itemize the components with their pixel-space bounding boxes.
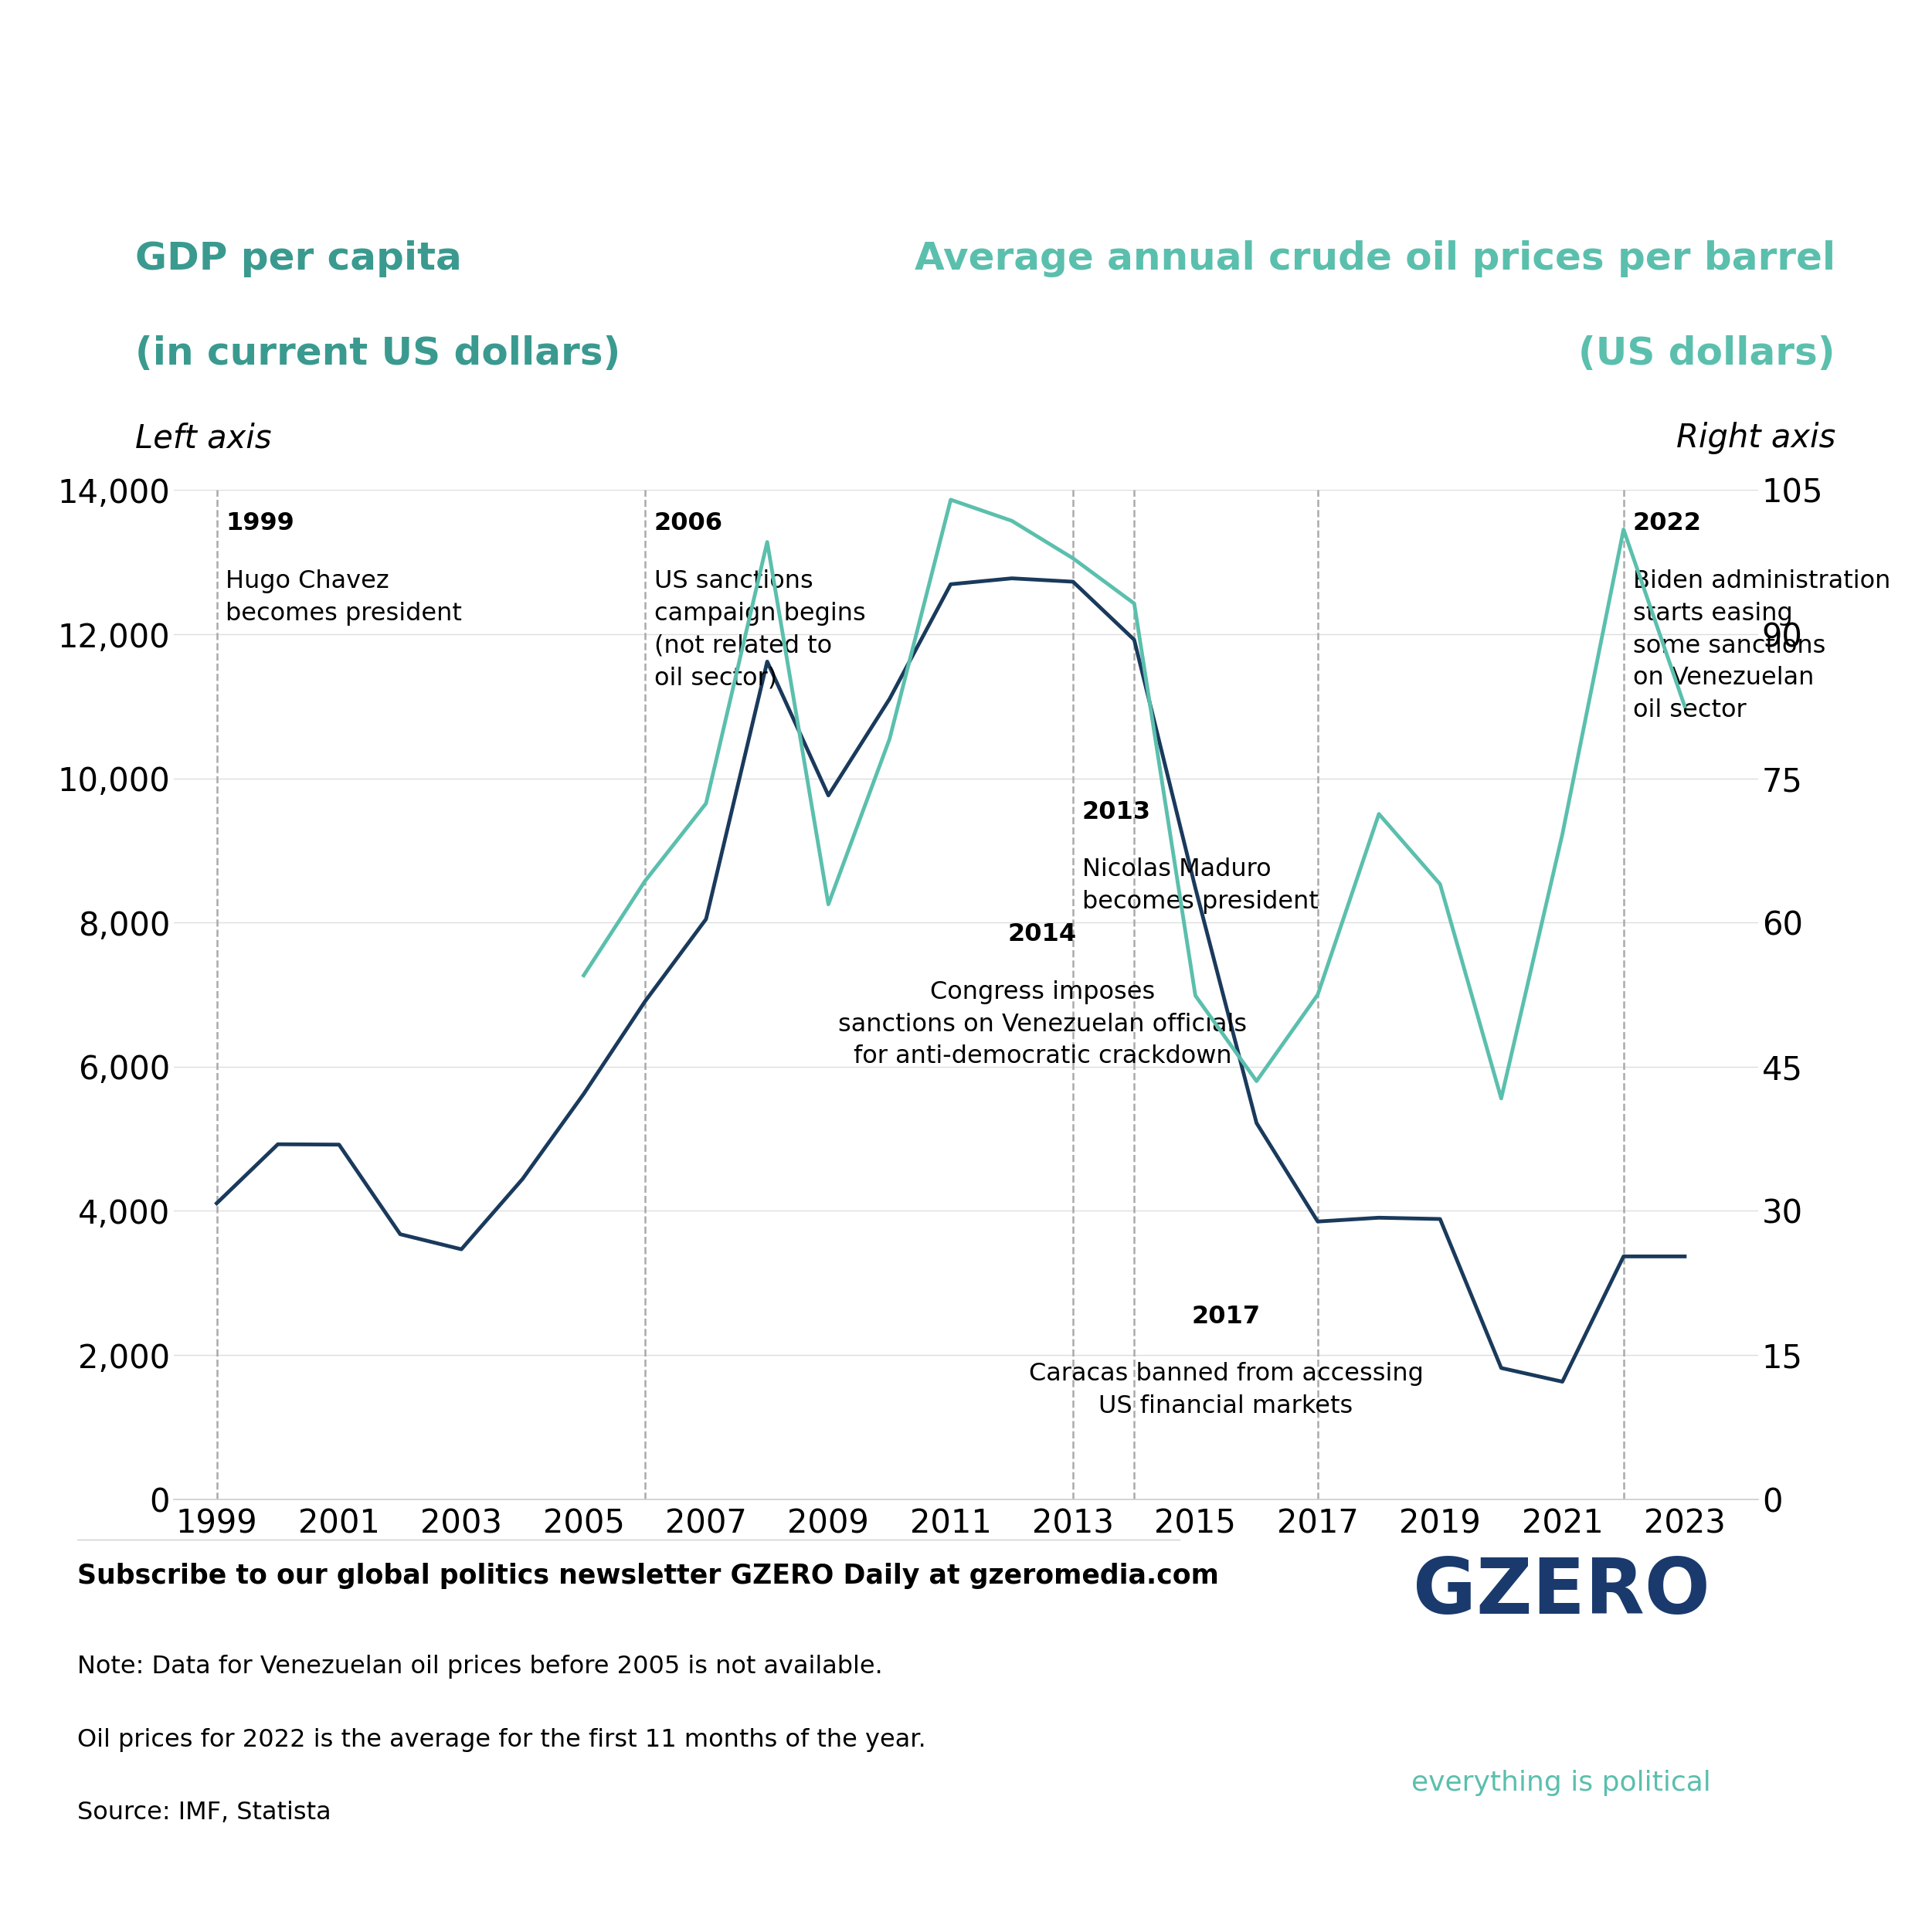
Text: GDP per capita: GDP per capita — [135, 240, 462, 277]
Text: 1999: 1999 — [226, 511, 294, 536]
Text: Caracas banned from accessing
US financial markets: Caracas banned from accessing US financi… — [1028, 1363, 1424, 1418]
Text: GZERO: GZERO — [1412, 1555, 1710, 1630]
Text: (US dollars): (US dollars) — [1578, 334, 1835, 373]
Text: Right axis: Right axis — [1677, 423, 1835, 454]
Text: Subscribe to our global politics newsletter GZERO Daily at gzeromedia.com: Subscribe to our global politics newslet… — [77, 1563, 1219, 1589]
Text: US sanctions
campaign begins
(not related to
oil sector): US sanctions campaign begins (not relate… — [655, 569, 866, 690]
Text: 2022: 2022 — [1633, 511, 1702, 536]
Text: everything is political: everything is political — [1412, 1770, 1712, 1797]
Text: Average annual crude oil prices per barrel: Average annual crude oil prices per barr… — [914, 240, 1835, 277]
Text: Biden administration
starts easing
some sanctions
on Venezuelan
oil sector: Biden administration starts easing some … — [1633, 569, 1889, 723]
Text: Note: Data for Venezuelan oil prices before 2005 is not available.: Note: Data for Venezuelan oil prices bef… — [77, 1655, 883, 1678]
Text: Oil prices for 2022 is the average for the first 11 months of the year.: Oil prices for 2022 is the average for t… — [77, 1728, 925, 1751]
Text: 2013: 2013 — [1082, 800, 1151, 825]
Text: Nicolas Maduro
becomes president: Nicolas Maduro becomes president — [1082, 857, 1318, 915]
Text: Economic turmoil in Venezuela: Economic turmoil in Venezuela — [73, 71, 1559, 156]
Text: Left axis: Left axis — [135, 423, 272, 454]
Text: Source: IMF, Statista: Source: IMF, Statista — [77, 1801, 330, 1824]
Text: Hugo Chavez
becomes president: Hugo Chavez becomes president — [226, 569, 462, 627]
Text: (in current US dollars): (in current US dollars) — [135, 334, 620, 373]
Text: 2014: 2014 — [1009, 923, 1076, 946]
Text: 2006: 2006 — [655, 511, 723, 536]
Text: Congress imposes
sanctions on Venezuelan officials
for anti-democratic crackdown: Congress imposes sanctions on Venezuelan… — [838, 980, 1246, 1069]
Text: 2017: 2017 — [1192, 1305, 1260, 1328]
